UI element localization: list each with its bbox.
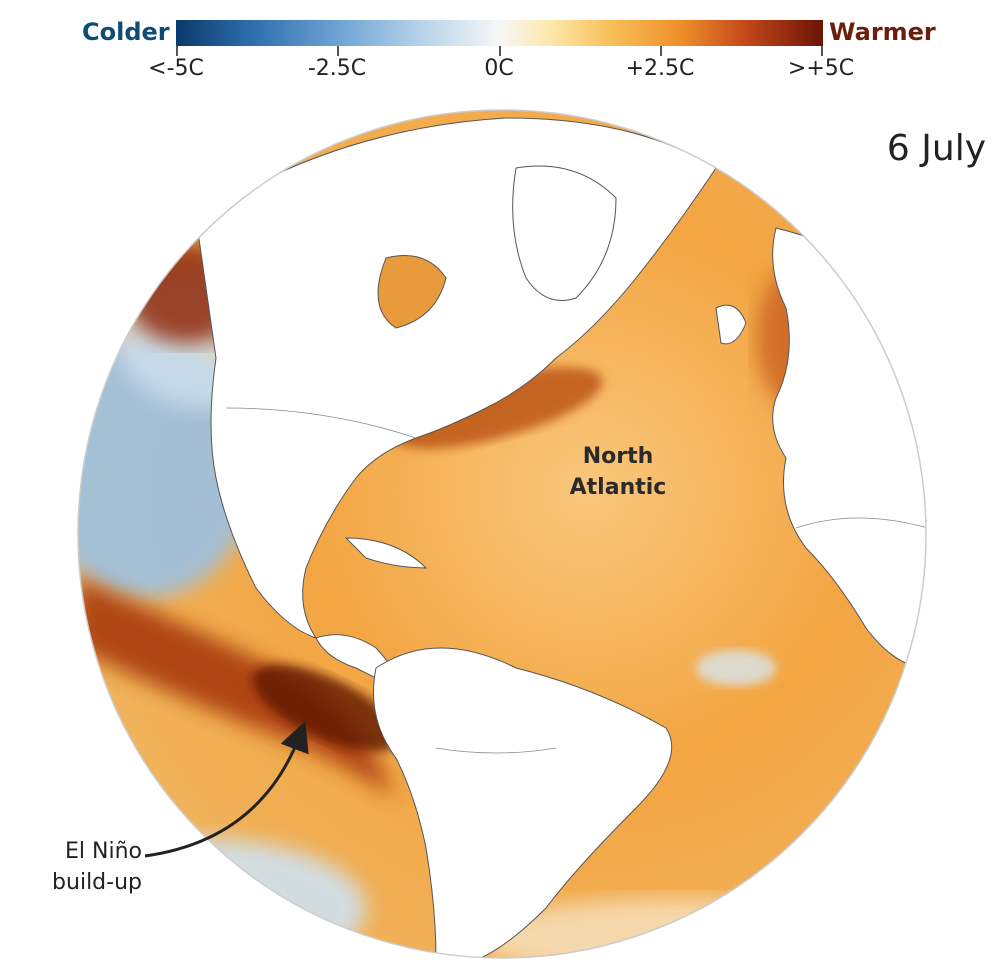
el-nino-label-line1: El Niño: [65, 839, 142, 864]
legend-tick-label-zero: 0C: [484, 56, 514, 81]
legend-tick-label-pos: +2.5C: [625, 56, 695, 81]
legend-tick: [660, 46, 662, 56]
north-atlantic-label-line2: Atlantic: [569, 475, 667, 500]
legend-tick-label-min: <-5C: [148, 56, 204, 81]
legend-tick: [499, 46, 501, 56]
date-label: 6 July: [886, 128, 986, 169]
el-nino-label: El Niño build-up: [12, 836, 142, 898]
el-nino-label-line2: build-up: [52, 870, 142, 895]
legend-cold-label: Colder: [82, 18, 170, 46]
legend-tick: [176, 46, 178, 56]
globe-map: [77, 109, 927, 959]
legend-tick-label-max: >+5C: [787, 56, 855, 81]
north-atlantic-label-line1: North: [582, 444, 654, 469]
legend-tick: [821, 46, 823, 56]
legend-warm-label: Warmer: [829, 18, 936, 46]
legend-tick: [337, 46, 339, 56]
legend-color-bar: [176, 20, 823, 46]
north-atlantic-label: North Atlantic: [548, 441, 688, 503]
legend-tick-label-neg: -2.5C: [307, 56, 367, 81]
